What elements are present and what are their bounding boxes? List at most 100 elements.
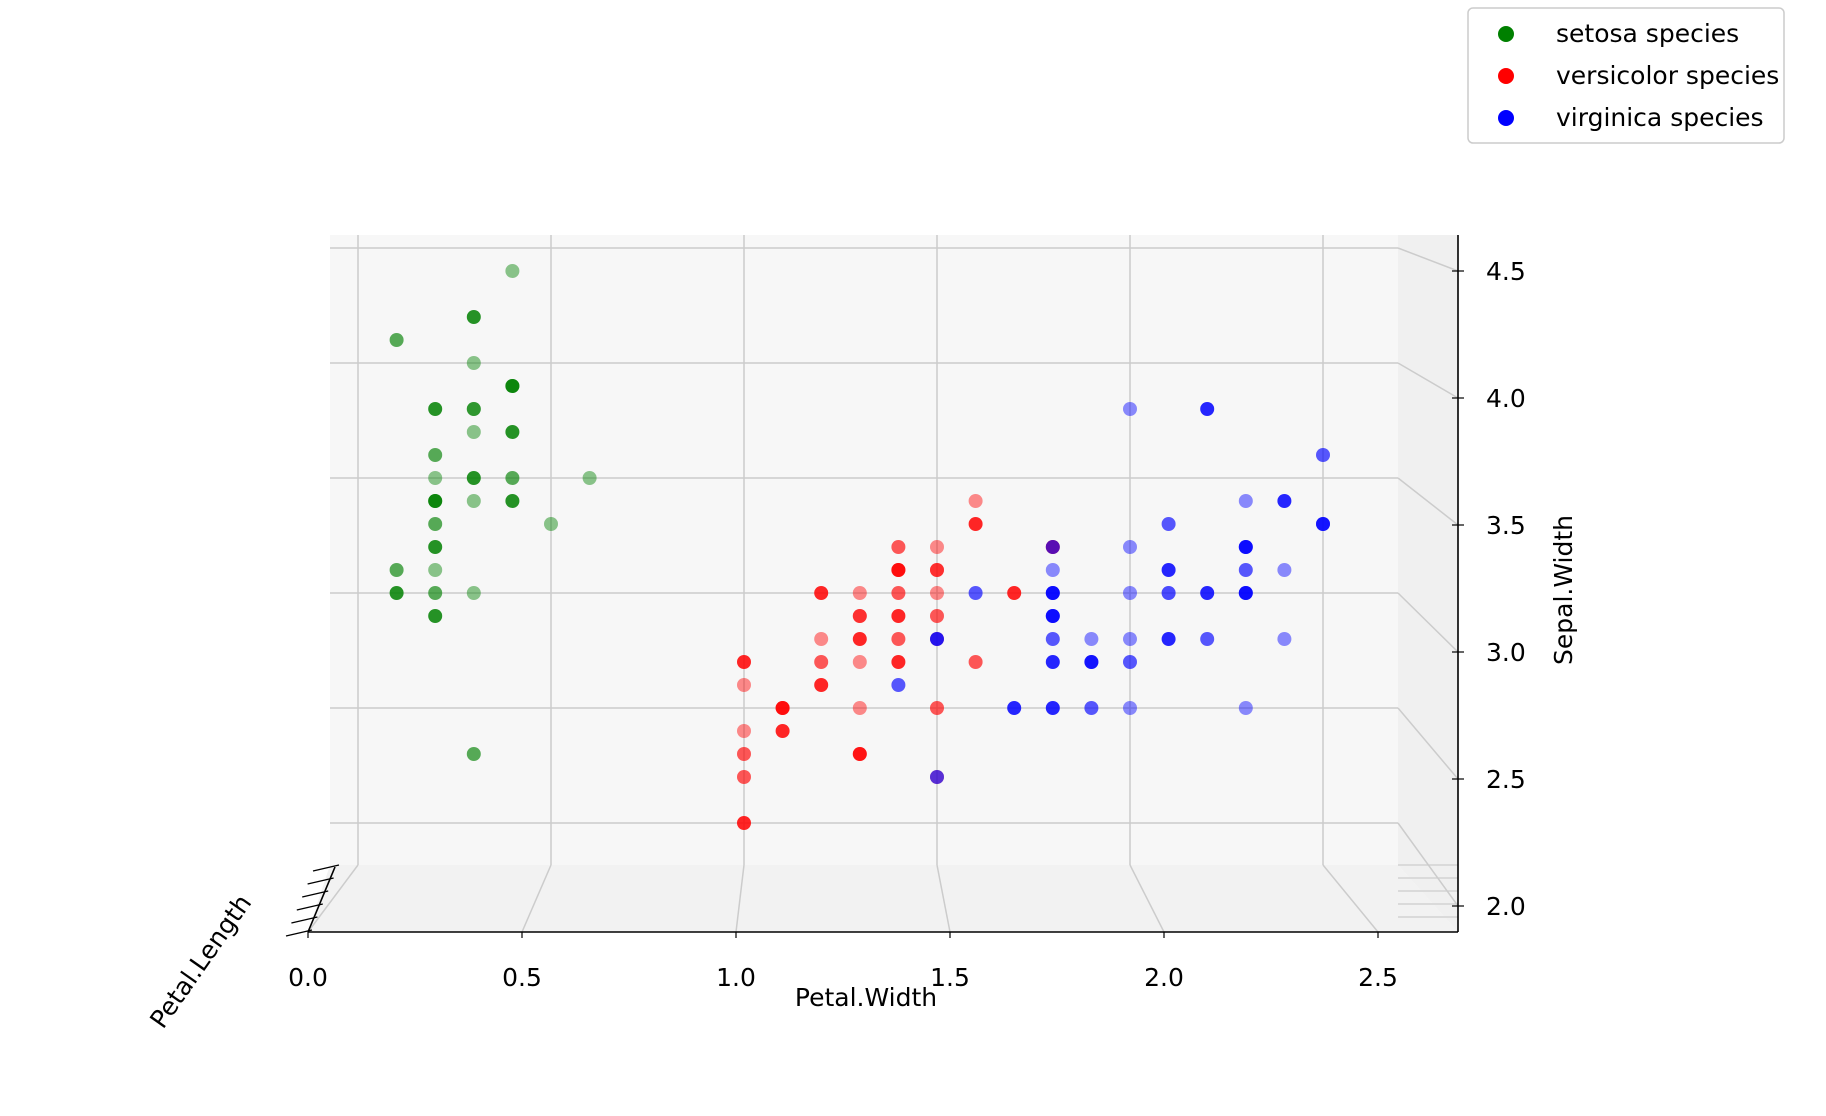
data-point <box>737 655 751 669</box>
data-point <box>1200 402 1215 416</box>
data-point <box>1161 586 1176 600</box>
y-axis-ticks <box>285 864 340 937</box>
data-point <box>466 402 481 416</box>
x-floor-gridline <box>307 864 359 933</box>
data-point <box>544 517 558 531</box>
data-point <box>930 770 944 784</box>
data-point <box>891 655 906 669</box>
data-point <box>1084 632 1099 646</box>
data-point <box>775 724 790 738</box>
data-point <box>466 494 481 508</box>
data-point <box>814 678 829 692</box>
data-point <box>852 747 867 761</box>
data-point <box>737 678 751 692</box>
legend-label-setosa: setosa species <box>1556 19 1739 48</box>
data-point <box>1123 402 1137 416</box>
legend: setosa species versicolor species virgin… <box>1467 7 1785 144</box>
z-tick-label: 2.5 <box>1486 765 1526 794</box>
data-point <box>891 609 906 623</box>
data-point <box>428 540 443 554</box>
data-point <box>775 701 790 715</box>
data-point <box>968 494 983 508</box>
x-axis-title: Petal.Width <box>795 983 937 1012</box>
data-point <box>505 425 520 439</box>
data-point <box>1045 540 1060 554</box>
data-point <box>1161 517 1176 531</box>
data-point <box>1277 563 1292 577</box>
x-floor-gridline <box>1322 864 1379 933</box>
floor-pane <box>308 865 1458 932</box>
data-point <box>814 655 829 669</box>
data-point <box>814 632 829 646</box>
data-point <box>930 563 944 577</box>
data-point <box>1316 517 1330 531</box>
data-point <box>737 747 751 761</box>
data-point <box>1123 655 1137 669</box>
data-point <box>852 701 867 715</box>
data-point <box>505 264 520 278</box>
data-point <box>505 379 520 393</box>
z-side-gridline <box>1397 707 1459 780</box>
data-point <box>1277 494 1292 508</box>
data-point <box>930 701 944 715</box>
data-point <box>466 356 481 370</box>
data-point <box>737 724 751 738</box>
data-point <box>1084 655 1099 669</box>
z-side-gridline <box>1397 362 1459 399</box>
data-point <box>891 678 906 692</box>
data-point <box>389 333 404 347</box>
z-tick-label: 4.0 <box>1486 384 1526 413</box>
data-point <box>814 586 829 600</box>
data-point <box>428 471 443 485</box>
data-point <box>428 563 443 577</box>
data-point <box>852 609 867 623</box>
y-tick-mark <box>302 890 329 898</box>
y-tick-mark <box>312 864 340 872</box>
z-side-gridline <box>1397 247 1459 272</box>
data-point <box>428 402 443 416</box>
y-axis-title: Petal.Length <box>144 889 257 1033</box>
data-point <box>1045 632 1060 646</box>
z-side-gridline <box>1397 592 1459 653</box>
z-side-gridline <box>1397 477 1459 526</box>
data-point <box>466 747 481 761</box>
data-point <box>1045 655 1060 669</box>
legend-label-versicolor: versicolor species <box>1556 61 1779 90</box>
data-point <box>930 540 944 554</box>
data-point <box>968 655 983 669</box>
data-point <box>428 609 443 623</box>
x-floor-gridline <box>1129 864 1165 933</box>
data-point <box>1045 609 1060 623</box>
z-tick-label: 2.0 <box>1486 892 1526 921</box>
x-floor-gridline <box>521 864 552 933</box>
x-tick-label: 1.5 <box>930 963 970 992</box>
data-point <box>466 310 481 324</box>
x-tick-label: 0.0 <box>288 963 328 992</box>
data-point <box>1045 586 1060 600</box>
y-tick-mark <box>307 877 334 885</box>
data-point <box>505 494 520 508</box>
data-point <box>891 540 906 554</box>
y-tick-mark <box>285 929 313 937</box>
data-point <box>852 655 867 669</box>
data-point <box>1045 701 1060 715</box>
data-point <box>428 448 443 462</box>
x-tick-label: 0.5 <box>502 963 542 992</box>
data-point <box>1045 563 1060 577</box>
data-point <box>891 563 906 577</box>
data-point <box>1238 586 1253 600</box>
data-point <box>1007 701 1022 715</box>
data-point <box>505 471 520 485</box>
z-tick-label: 3.5 <box>1486 511 1526 540</box>
x-tick-label: 1.0 <box>716 963 756 992</box>
legend-box <box>1467 7 1785 144</box>
data-point <box>852 586 867 600</box>
data-point <box>1084 655 1099 669</box>
data-point <box>930 632 944 646</box>
data-point <box>930 609 944 623</box>
data-point <box>1238 563 1253 577</box>
data-point <box>1123 586 1137 600</box>
z-axis-ticks: 2.0 2.5 3.0 3.5 4.0 4.5 <box>1452 257 1526 921</box>
x-tick-label: 2.0 <box>1144 963 1184 992</box>
